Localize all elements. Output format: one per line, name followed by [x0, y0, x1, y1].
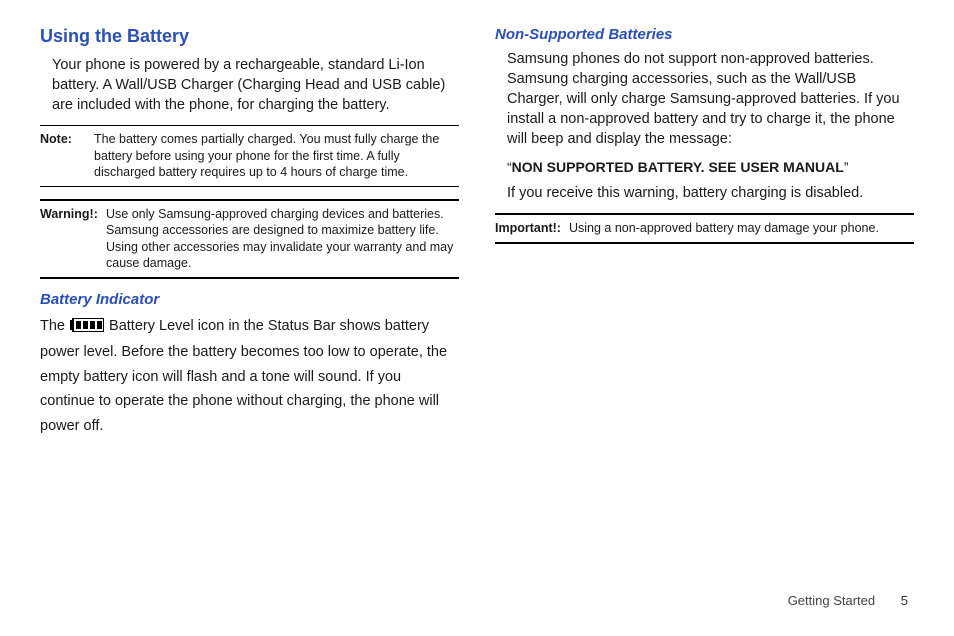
important-text: Using a non-approved battery may damage … [569, 220, 910, 237]
right-column: Non-Supported Batteries Samsung phones d… [495, 26, 914, 616]
page-footer: Getting Started 5 [788, 593, 908, 608]
warning-callout: Warning!: Use only Samsung-approved char… [40, 199, 459, 279]
intro-paragraph: Your phone is powered by a rechargeable,… [40, 55, 459, 115]
manual-page: Using the Battery Your phone is powered … [0, 0, 954, 636]
battery-level-icon [70, 316, 104, 341]
note-callout: Note: The battery comes partially charge… [40, 125, 459, 187]
non-supported-message: “NON SUPPORTED BATTERY. SEE USER MANUAL” [507, 159, 914, 175]
non-supported-p1: Samsung phones do not support non-approv… [495, 49, 914, 149]
battery-indicator-paragraph: The Battery Level icon in the Status Bar… [40, 314, 459, 439]
note-label: Note: [40, 131, 94, 148]
quote-text: NON SUPPORTED BATTERY. SEE USER MANUAL [512, 159, 844, 175]
warning-text: Use only Samsung-approved charging devic… [106, 206, 455, 272]
quote-close: ” [844, 159, 849, 175]
left-column: Using the Battery Your phone is powered … [40, 26, 459, 616]
note-text: The battery comes partially charged. You… [94, 131, 455, 181]
section-title: Using the Battery [40, 26, 459, 47]
important-label: Important!: [495, 220, 569, 237]
important-callout: Important!: Using a non-approved battery… [495, 213, 914, 244]
warning-label: Warning!: [40, 206, 106, 223]
footer-section: Getting Started [788, 593, 875, 608]
non-supported-p2: If you receive this warning, battery cha… [495, 183, 914, 203]
bi-text-pre: The [40, 318, 69, 334]
battery-indicator-heading: Battery Indicator [40, 291, 459, 308]
footer-page-number: 5 [901, 593, 908, 608]
non-supported-heading: Non-Supported Batteries [495, 26, 914, 43]
